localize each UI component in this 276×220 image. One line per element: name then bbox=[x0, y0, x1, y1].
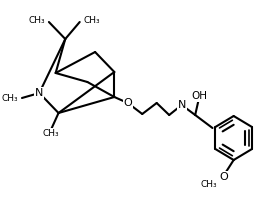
Text: CH₃: CH₃ bbox=[1, 94, 18, 103]
Text: CH₃: CH₃ bbox=[201, 180, 217, 189]
Text: N: N bbox=[177, 100, 186, 110]
Text: O: O bbox=[123, 98, 132, 108]
Text: CH₃: CH₃ bbox=[28, 15, 45, 24]
Text: OH: OH bbox=[191, 91, 207, 101]
Text: N: N bbox=[35, 88, 44, 98]
Text: CH₃: CH₃ bbox=[43, 128, 59, 138]
Text: CH₃: CH₃ bbox=[84, 15, 100, 24]
Text: O: O bbox=[220, 172, 229, 182]
